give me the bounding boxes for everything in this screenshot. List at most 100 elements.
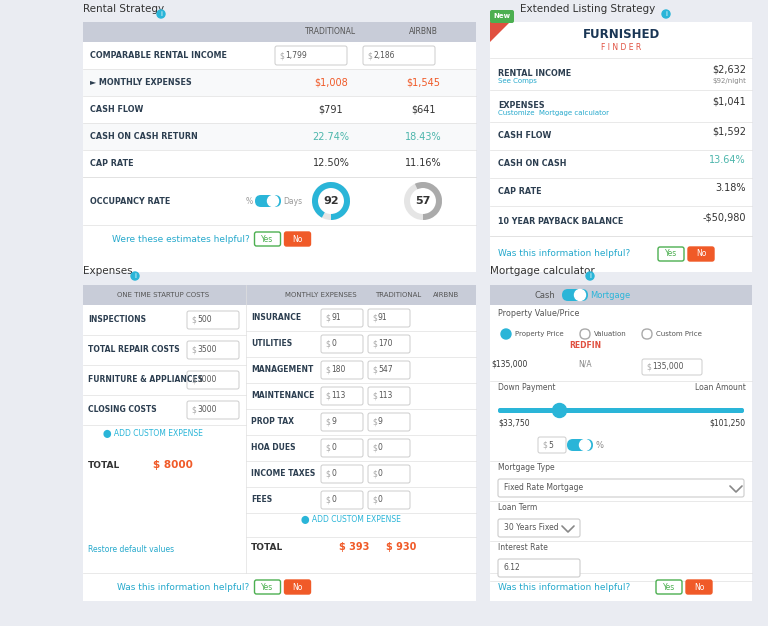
Bar [83,22,476,42]
Text: Property Value/Price: Property Value/Price [498,309,579,317]
Text: ONE TIME STARTUP COSTS: ONE TIME STARTUP COSTS [117,292,209,298]
Text: MANAGEMENT: MANAGEMENT [251,366,313,374]
Text: Custom Price: Custom Price [656,331,702,337]
Circle shape [501,329,511,339]
Text: New: New [493,14,511,19]
Text: $: $ [372,391,377,401]
Bar [490,285,752,601]
FancyBboxPatch shape [490,10,514,23]
Text: 91: 91 [331,314,341,322]
Text: 9: 9 [331,418,336,426]
Text: 0: 0 [331,496,336,505]
FancyBboxPatch shape [254,580,280,594]
Text: %: % [596,441,604,449]
FancyBboxPatch shape [562,289,588,301]
Text: 547: 547 [378,366,392,374]
Text: N/A: N/A [578,359,592,369]
Bar [83,123,476,150]
Text: 0: 0 [331,470,336,478]
Text: Were these estimates helpful?: Were these estimates helpful? [112,235,250,244]
Text: 500: 500 [197,316,212,324]
Text: Was this information helpful?: Was this information helpful? [118,583,250,592]
Text: ⬤ ADD CUSTOM EXPENSE: ⬤ ADD CUSTOM EXPENSE [301,515,401,525]
Circle shape [267,195,279,207]
Text: TOTAL: TOTAL [88,461,121,470]
Text: Yes: Yes [663,583,675,592]
Text: $: $ [191,406,196,414]
Text: Days: Days [283,197,302,205]
Text: 11.16%: 11.16% [405,158,442,168]
Bar [83,573,476,601]
FancyBboxPatch shape [368,309,410,327]
FancyBboxPatch shape [321,413,363,431]
Text: Extended Listing Strategy: Extended Listing Strategy [520,4,655,14]
Text: INSURANCE: INSURANCE [251,314,301,322]
Text: $: $ [325,418,330,426]
Text: $1,545: $1,545 [406,78,440,88]
Text: 0: 0 [378,496,383,505]
FancyBboxPatch shape [255,195,281,207]
Text: CLOSING COSTS: CLOSING COSTS [88,406,157,414]
FancyBboxPatch shape [321,335,363,353]
Text: TOTAL REPAIR COSTS: TOTAL REPAIR COSTS [88,346,180,354]
Bar [490,285,752,305]
Text: $: $ [372,314,377,322]
Text: 0: 0 [378,443,383,453]
FancyBboxPatch shape [321,387,363,405]
FancyBboxPatch shape [368,335,410,353]
Text: $: $ [191,376,196,384]
Text: CAP RATE: CAP RATE [498,188,541,197]
Text: %: % [246,197,253,205]
Text: INCOME TAXES: INCOME TAXES [251,470,315,478]
FancyBboxPatch shape [642,359,702,375]
Text: CASH ON CASH RETURN: CASH ON CASH RETURN [90,132,197,141]
Text: Customize  Mortgage calculator: Customize Mortgage calculator [498,110,609,116]
FancyBboxPatch shape [658,247,684,261]
Text: 92: 92 [323,196,339,206]
Wedge shape [415,182,442,220]
Text: $: $ [325,443,330,453]
FancyBboxPatch shape [254,232,280,246]
Text: Valuation: Valuation [594,331,627,337]
Text: MAINTENANCE: MAINTENANCE [251,391,314,401]
Bar [490,22,752,272]
Text: $: $ [325,496,330,505]
FancyBboxPatch shape [688,247,714,261]
Text: $ 930: $ 930 [386,542,416,552]
FancyBboxPatch shape [284,580,310,594]
Text: Was this information helpful?: Was this information helpful? [498,583,631,592]
Text: REDFIN: REDFIN [569,341,601,349]
Text: 2,186: 2,186 [373,51,395,60]
Bar [83,69,476,96]
Bar [83,22,476,272]
Text: Interest Rate: Interest Rate [498,543,548,552]
Text: $: $ [325,391,330,401]
FancyBboxPatch shape [498,408,744,413]
Text: No: No [694,583,704,592]
Text: AIRBNB: AIRBNB [433,292,459,298]
FancyBboxPatch shape [321,439,363,457]
FancyBboxPatch shape [368,439,410,457]
Text: TRADITIONAL: TRADITIONAL [306,28,356,36]
Text: $: $ [191,316,196,324]
Text: 57: 57 [415,196,431,206]
Bar [490,573,752,601]
Text: i: i [589,273,591,279]
Text: 6.12: 6.12 [504,563,521,573]
Text: 180: 180 [331,366,346,374]
Circle shape [580,439,591,451]
Text: $33,750: $33,750 [498,419,530,428]
FancyBboxPatch shape [284,232,310,246]
Text: 135,000: 135,000 [652,362,684,371]
FancyBboxPatch shape [368,387,410,405]
Text: No: No [293,583,303,592]
Text: $: $ [191,346,196,354]
Wedge shape [312,182,350,220]
Text: TRADITIONAL: TRADITIONAL [375,292,421,298]
Text: Restore default values: Restore default values [88,545,174,553]
Bar [83,42,476,69]
Text: $: $ [372,339,377,349]
Text: $: $ [372,496,377,505]
Bar [83,285,476,601]
Text: $92/night: $92/night [712,78,746,84]
